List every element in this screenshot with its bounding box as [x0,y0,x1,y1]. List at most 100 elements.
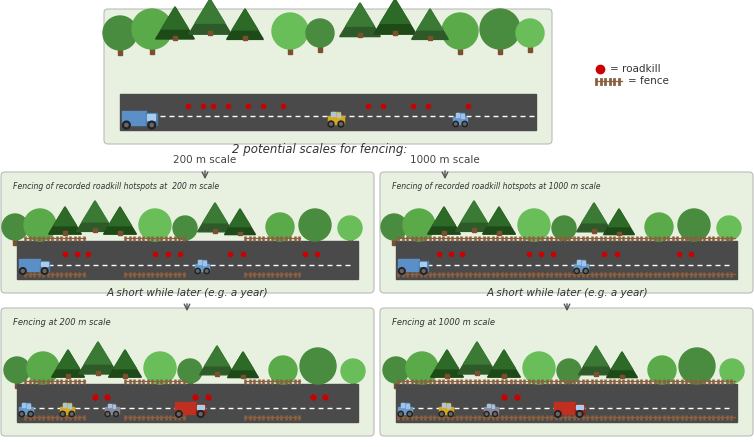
Bar [486,404,494,408]
Bar [22,403,26,407]
Bar [188,382,192,388]
FancyBboxPatch shape [380,172,753,293]
Circle shape [60,411,66,417]
Circle shape [69,411,75,417]
Circle shape [29,413,32,415]
Polygon shape [203,203,227,223]
Circle shape [480,9,520,49]
Circle shape [144,352,176,384]
Bar [215,372,219,375]
Bar [420,383,424,389]
Bar [398,259,419,271]
Polygon shape [577,203,611,232]
Bar [442,232,446,235]
Text: 1000 m scale: 1000 m scale [410,155,480,165]
Polygon shape [232,9,258,30]
Circle shape [123,121,130,129]
Circle shape [720,359,744,383]
Polygon shape [374,0,416,34]
Polygon shape [608,209,630,227]
Bar [358,33,362,38]
Bar [400,403,404,407]
Circle shape [4,357,30,383]
Bar [105,407,118,414]
Polygon shape [458,342,496,374]
Circle shape [71,413,73,415]
Circle shape [139,209,171,241]
Polygon shape [57,350,79,369]
Polygon shape [84,342,112,364]
Circle shape [440,413,443,415]
Polygon shape [464,342,490,364]
Circle shape [383,357,409,383]
Bar [528,46,532,52]
Circle shape [148,121,155,129]
Bar [620,375,624,378]
Bar [692,240,696,246]
Circle shape [299,209,331,241]
Bar [68,404,71,408]
Bar [537,383,541,389]
Text: 200 m scale: 200 m scale [173,155,237,165]
Polygon shape [412,9,449,39]
Circle shape [494,413,496,415]
Circle shape [556,413,559,415]
Circle shape [340,122,342,125]
Bar [502,375,506,378]
Circle shape [103,16,137,50]
Bar [592,229,596,232]
Circle shape [381,214,407,240]
Polygon shape [380,0,409,23]
Bar [392,239,396,245]
Bar [442,403,446,407]
Bar [428,36,432,40]
FancyBboxPatch shape [104,9,552,144]
Bar [458,48,462,54]
Circle shape [272,13,308,49]
Text: Fencing of recorded roadkill hotspots at  200 m scale: Fencing of recorded roadkill hotspots at… [13,182,219,191]
Bar [695,383,699,389]
Polygon shape [200,346,234,375]
Polygon shape [431,350,464,377]
Bar [41,383,45,389]
Bar [577,260,581,264]
Polygon shape [103,207,136,234]
Bar [562,239,566,245]
Circle shape [328,121,334,127]
Polygon shape [436,350,458,369]
Circle shape [106,413,109,415]
Circle shape [338,216,362,240]
Circle shape [43,270,46,272]
Circle shape [557,359,581,383]
Bar [497,232,501,235]
Polygon shape [205,346,229,366]
Polygon shape [232,352,254,370]
Polygon shape [225,209,256,235]
Polygon shape [155,7,195,39]
Circle shape [554,411,561,417]
Bar [158,383,162,389]
Bar [420,261,427,266]
Circle shape [20,413,23,415]
Bar [112,405,115,408]
Polygon shape [82,201,108,222]
Bar [175,402,196,414]
Bar [318,46,322,52]
Bar [40,261,50,271]
Circle shape [462,121,467,127]
Bar [727,239,731,245]
Polygon shape [492,350,516,369]
Circle shape [41,268,48,274]
Bar [19,259,40,271]
Bar [532,240,536,246]
Circle shape [448,411,453,417]
Bar [331,112,340,117]
Bar [66,375,70,378]
Circle shape [269,356,297,384]
FancyBboxPatch shape [1,308,374,436]
Bar [313,240,317,246]
Bar [278,240,282,246]
Circle shape [484,411,489,417]
Bar [472,228,476,232]
Circle shape [523,352,555,384]
